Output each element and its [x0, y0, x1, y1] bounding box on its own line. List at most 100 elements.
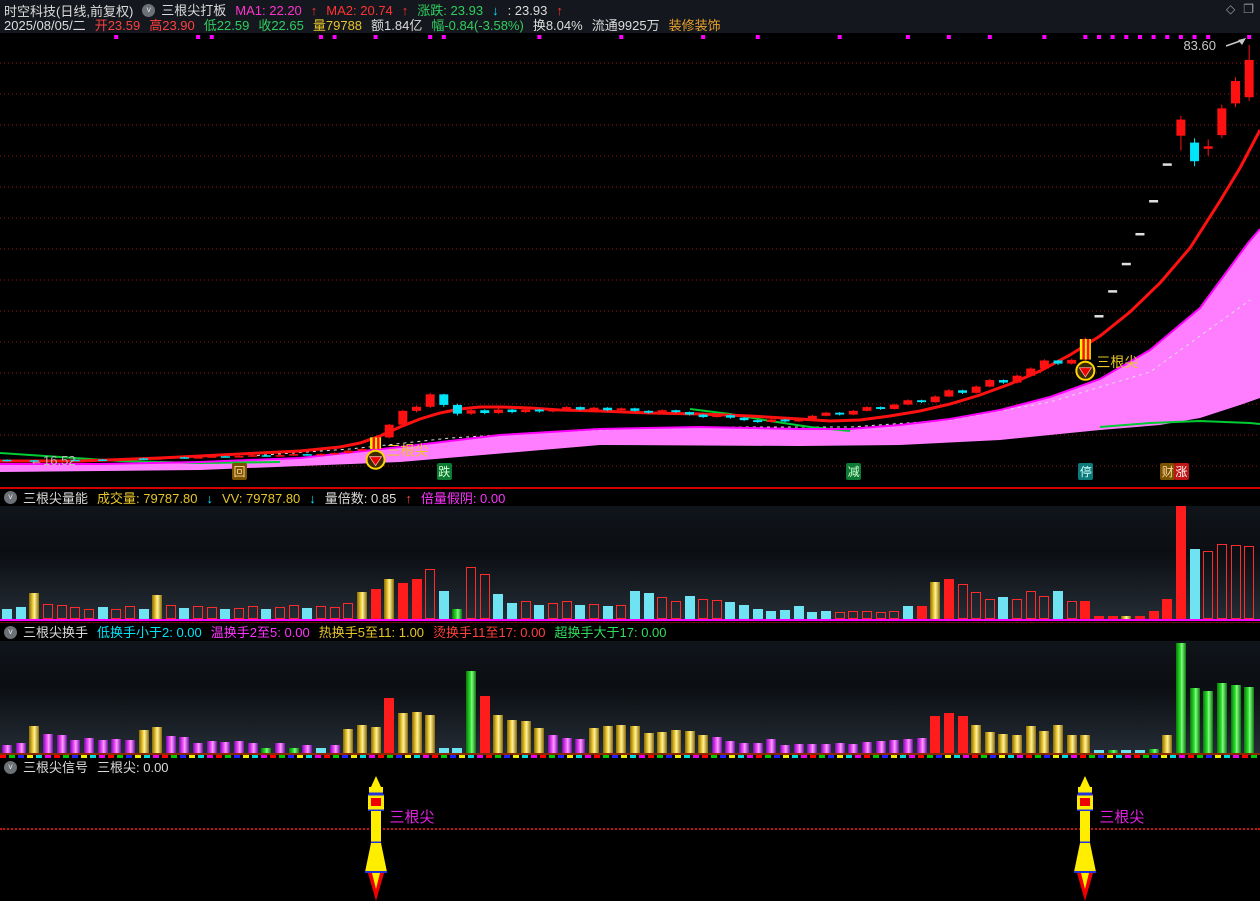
- quote-value: 低22.59: [203, 18, 250, 33]
- volume-bar: [1148, 611, 1159, 619]
- turnover-bar: [916, 738, 927, 753]
- turnover-header-values: 三根尖换手 低换手小于2: 0.00 温换手2至5: 0.00 热换手5至11: 1.…: [23, 622, 676, 642]
- volume-bar: [1107, 616, 1118, 619]
- volume-bar: [15, 607, 26, 619]
- volume-bar: [834, 612, 845, 619]
- turnover-bar: [247, 743, 258, 753]
- volume-bar: [138, 609, 149, 619]
- volume-header-value: 三根尖量能: [23, 490, 89, 506]
- volume-bar: [588, 604, 599, 619]
- top-info-bar: 时空科技(日线,前复权) ˅ 三根尖打板 MA1: 22.20 ↑ MA2: 20.7…: [0, 0, 1260, 33]
- header-value: MA1: 22.20: [235, 3, 302, 18]
- rocket-icon: [361, 776, 391, 901]
- volume-bar: [684, 596, 695, 619]
- event-marker-回[interactable]: 回: [232, 463, 248, 480]
- turnover-bar: [343, 729, 354, 753]
- turnover-bar: [1066, 735, 1077, 753]
- event-marker-涨[interactable]: 涨: [1173, 463, 1189, 480]
- turnover-bar: [438, 748, 449, 753]
- panel-divider: [0, 622, 1260, 623]
- event-marker-跌[interactable]: 跌: [436, 463, 452, 480]
- turnover-bar: [234, 741, 245, 753]
- turnover-header-value: 温换手2至5: 0.00: [210, 625, 310, 640]
- volume-bar: [1053, 591, 1064, 619]
- volume-bar: [548, 603, 558, 619]
- volume-bar: [70, 607, 81, 619]
- turnover-chart[interactable]: [0, 641, 1260, 753]
- quote-value: 流通9925万: [591, 18, 660, 33]
- diamond-icon[interactable]: ◇: [1226, 2, 1236, 16]
- volume-bar: [247, 606, 258, 619]
- volume-bar: [275, 607, 285, 619]
- volume-bar: [507, 603, 518, 619]
- turnover-bar: [875, 741, 886, 753]
- turnover-bar: [1134, 750, 1145, 753]
- turnover-bar: [1148, 749, 1159, 753]
- volume-bar: [2, 609, 12, 619]
- turnover-bar: [425, 715, 436, 753]
- volume-bar: [943, 579, 954, 619]
- turnover-bar: [507, 720, 518, 753]
- volume-bar: [97, 607, 108, 619]
- turnover-bar: [1039, 731, 1050, 753]
- volume-bar: [1025, 591, 1036, 619]
- volume-bar: [1094, 616, 1104, 619]
- volume-baseline: [0, 619, 1260, 621]
- signal-label: 三根尖: [1096, 354, 1138, 370]
- turnover-bar: [83, 738, 94, 753]
- turnover-bar: [780, 745, 791, 753]
- turnover-bar: [848, 744, 859, 753]
- turnover-header-value: 低换手小于2: 0.00: [97, 625, 202, 640]
- low-price-label: ←16.52: [30, 453, 76, 468]
- quote-value: 装修装饰: [668, 18, 721, 33]
- volume-bar: [479, 574, 490, 619]
- turnover-bar: [356, 725, 367, 753]
- collapse-icon[interactable]: ˅: [4, 491, 17, 504]
- volume-bar: [807, 612, 818, 619]
- turnover-bar: [165, 736, 176, 753]
- high-price-label: 83.60: [1183, 38, 1216, 53]
- header-value: ↑: [401, 3, 409, 18]
- turnover-bar: [834, 743, 845, 753]
- turnover-bar: [657, 732, 668, 753]
- collapse-icon[interactable]: ˅: [4, 760, 17, 774]
- volume-bar: [1080, 601, 1091, 619]
- collapse-icon[interactable]: ˅: [4, 625, 17, 639]
- window-icon[interactable]: ❐: [1243, 2, 1254, 16]
- volume-bar: [670, 601, 681, 619]
- turnover-bar: [793, 744, 804, 753]
- turnover-bar: [1230, 685, 1241, 753]
- turnover-bar: [124, 740, 135, 753]
- signal-label: 三根尖: [387, 443, 429, 459]
- quote-value: 换8.04%: [532, 18, 583, 33]
- turnover-bar: [902, 739, 913, 753]
- quote-value: 开23.59: [94, 18, 141, 33]
- volume-bar: [875, 612, 886, 619]
- volume-bar: [261, 609, 272, 619]
- signal-chart[interactable]: 三根尖 三根尖: [0, 776, 1260, 901]
- turnover-header-value: 超换手大于17: 0.00: [554, 625, 667, 640]
- volume-bar: [643, 593, 654, 619]
- volume-bar: [111, 609, 122, 619]
- volume-bar: [902, 606, 913, 619]
- turnover-bar: [329, 745, 340, 753]
- quote-value: 幅-0.84(-3.58%): [431, 18, 524, 33]
- turnover-bar: [275, 743, 285, 753]
- turnover-bar: [1203, 691, 1214, 753]
- volume-bar: [766, 611, 777, 619]
- volume-bar: [534, 605, 545, 619]
- event-marker-停[interactable]: 停: [1078, 463, 1094, 480]
- volume-chart[interactable]: [0, 506, 1260, 619]
- volume-bar: [438, 591, 449, 619]
- quote-value: 收22.65: [258, 18, 304, 33]
- volume-bar: [397, 583, 408, 619]
- volume-bar: [725, 602, 736, 619]
- main-candlestick-chart[interactable]: 三根尖 三根尖 83.60 ←16.52 回跌减停财涨: [0, 33, 1260, 487]
- event-marker-减[interactable]: 减: [846, 463, 862, 480]
- event-marker-财[interactable]: 财: [1160, 463, 1176, 480]
- turnover-bar: [288, 748, 299, 753]
- chevron-circle-icon[interactable]: ˅: [142, 3, 156, 17]
- turnover-bar: [111, 739, 122, 753]
- rocket-signal-label: 三根尖: [1099, 809, 1145, 826]
